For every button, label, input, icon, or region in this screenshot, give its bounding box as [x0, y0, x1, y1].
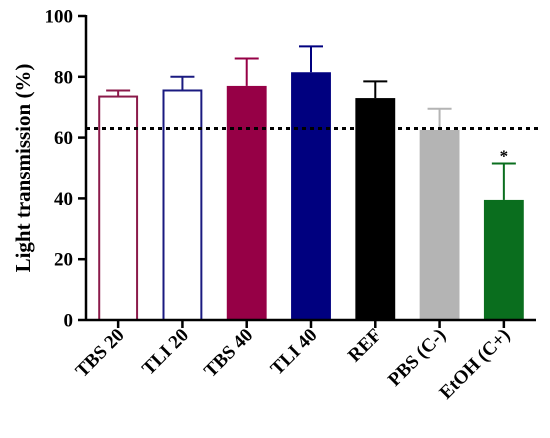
y-tick-label: 100 [45, 7, 74, 28]
y-tick-label: 0 [64, 311, 74, 332]
bar [355, 98, 396, 320]
bar [483, 199, 524, 320]
x-tick-label: REF [344, 325, 386, 367]
y-tick-label: 20 [54, 250, 73, 271]
bar [162, 89, 203, 322]
x-tick-label: EtOH (C+) [436, 325, 515, 404]
y-tick-label: 40 [54, 189, 73, 210]
x-tick-label: TBS 40 [200, 325, 257, 382]
x-tick-label: PBS (C-) [384, 325, 450, 391]
y-tick-label: 80 [54, 67, 73, 88]
x-tick-label: TBS 20 [72, 325, 129, 382]
significance-asterisk: * [500, 146, 509, 165]
y-axis-title: Light transmission (%) [11, 64, 35, 273]
y-tick-label: 60 [54, 128, 73, 149]
bar [291, 72, 331, 321]
bar [419, 130, 460, 320]
x-tick-label: TLI 20 [138, 325, 193, 380]
bars-group: * [98, 45, 524, 322]
bar [98, 95, 139, 321]
x-tick-label: TLI 40 [267, 325, 322, 380]
y-axis: 0 20 40 60 80 100 [45, 7, 88, 332]
bar [226, 85, 267, 320]
